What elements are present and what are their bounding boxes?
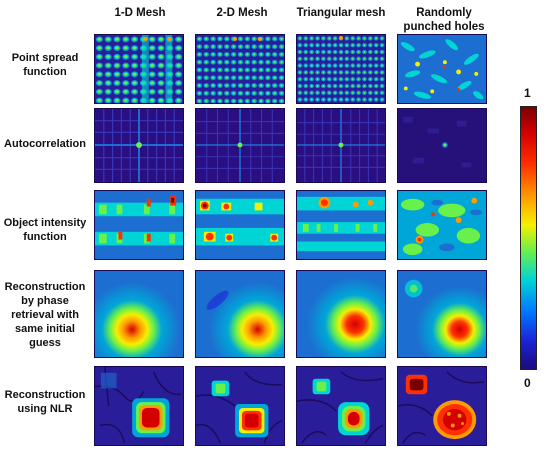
psf-1d-mesh-image (94, 34, 184, 104)
phase-retrieval-2d-mesh-image (195, 270, 285, 358)
autocorrelation-2d-mesh-image (195, 108, 285, 183)
nlr-triangular-mesh-image (296, 366, 386, 446)
row-label-object-intensity: Object intensity function (3, 217, 87, 243)
column-header-1d-mesh: 1-D Mesh (114, 7, 166, 19)
colorbar-gradient (520, 106, 537, 370)
column-header-2d-mesh: 2-D Mesh (216, 7, 268, 19)
colorbar: 1 0 (520, 86, 550, 406)
row-label-nlr: Reconstruction using NLR (4, 389, 86, 415)
row-label-psf: Point spread function (11, 52, 79, 78)
phase-retrieval-1d-mesh-image (94, 270, 184, 358)
autocorrelation-triangular-mesh-image (296, 108, 386, 183)
phase-retrieval-triangular-mesh-image (296, 270, 386, 358)
psf-2d-mesh-image (195, 34, 285, 104)
colorbar-min-label: 0 (524, 376, 531, 390)
object-intensity-random-holes-image (397, 190, 487, 260)
colorbar-max-label: 1 (524, 86, 531, 100)
row-label-autocorrelation: Autocorrelation (4, 138, 86, 150)
row-label-phase-retrieval: Reconstruction by phase retrieval with s… (4, 281, 86, 349)
autocorrelation-1d-mesh-image (94, 108, 184, 183)
object-intensity-1d-mesh-image (94, 190, 184, 260)
object-intensity-2d-mesh-image (195, 190, 285, 260)
psf-triangular-mesh-image (296, 34, 386, 104)
autocorrelation-random-holes-image (397, 108, 487, 183)
nlr-random-holes-image (397, 366, 487, 446)
psf-random-holes-image (397, 34, 487, 104)
nlr-2d-mesh-image (195, 366, 285, 446)
object-intensity-triangular-mesh-image (296, 190, 386, 260)
phase-retrieval-random-holes-image (397, 270, 487, 358)
nlr-1d-mesh-image (94, 366, 184, 446)
column-header-triangular-mesh: Triangular mesh (296, 7, 386, 19)
column-header-random-holes: Randomly punched holes (403, 7, 485, 33)
